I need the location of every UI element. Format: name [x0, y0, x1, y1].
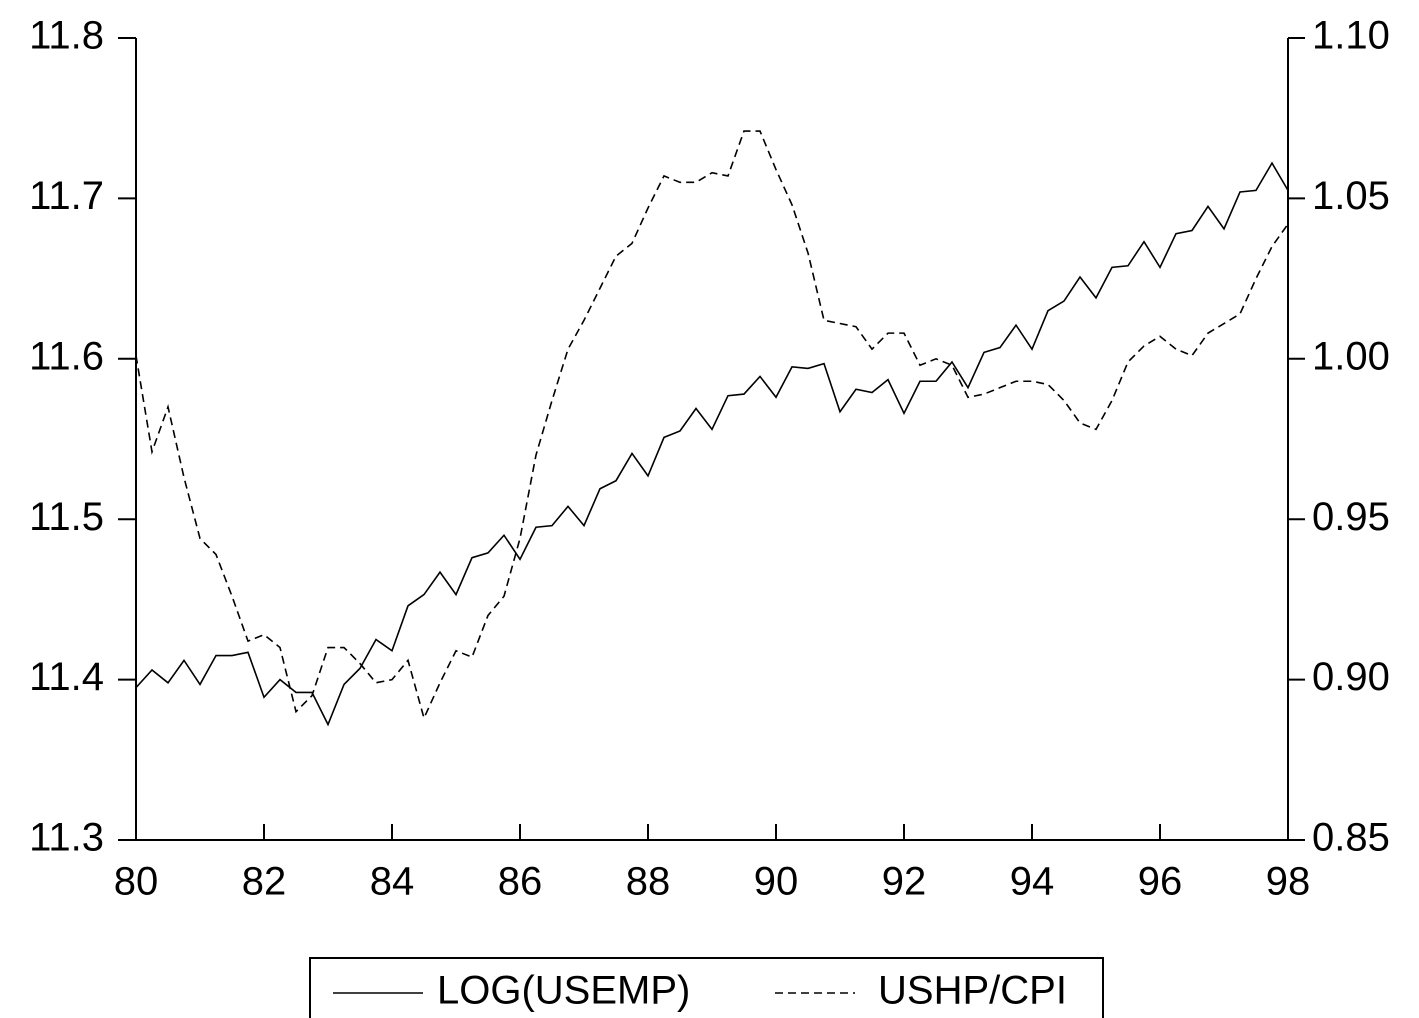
y2-tick-label: 1.05 — [1312, 174, 1390, 218]
y2-tick-label: 0.85 — [1312, 816, 1390, 860]
x-tick-label: 98 — [1266, 860, 1311, 904]
x-tick-label: 86 — [498, 860, 543, 904]
x-tick-label: 92 — [882, 860, 927, 904]
y2-tick-label: 1.10 — [1312, 14, 1390, 58]
y2-tick-label: 0.95 — [1312, 495, 1390, 539]
legend-label: USHP/CPI — [878, 969, 1067, 1013]
x-tick-label: 88 — [626, 860, 671, 904]
x-tick-label: 80 — [114, 860, 159, 904]
legend-box — [309, 957, 1104, 1018]
x-tick-label: 90 — [754, 860, 799, 904]
x-tick-label: 84 — [370, 860, 415, 904]
x-tick-label: 96 — [1138, 860, 1183, 904]
series-line — [135, 161, 1289, 727]
y-tick-label: 11.3 — [29, 816, 104, 860]
series-line — [135, 130, 1289, 721]
x-tick-label: 82 — [242, 860, 287, 904]
y2-tick-label: 1.00 — [1312, 334, 1390, 378]
x-tick-label: 94 — [1010, 860, 1055, 904]
y-tick-label: 11.5 — [29, 495, 104, 539]
y2-tick-label: 0.90 — [1312, 655, 1390, 699]
y-tick-label: 11.4 — [29, 655, 104, 699]
y-tick-label: 11.8 — [29, 14, 104, 58]
y-tick-label: 11.6 — [29, 334, 104, 378]
legend-label: LOG(USEMP) — [437, 969, 690, 1013]
y-tick-label: 11.7 — [29, 174, 104, 218]
